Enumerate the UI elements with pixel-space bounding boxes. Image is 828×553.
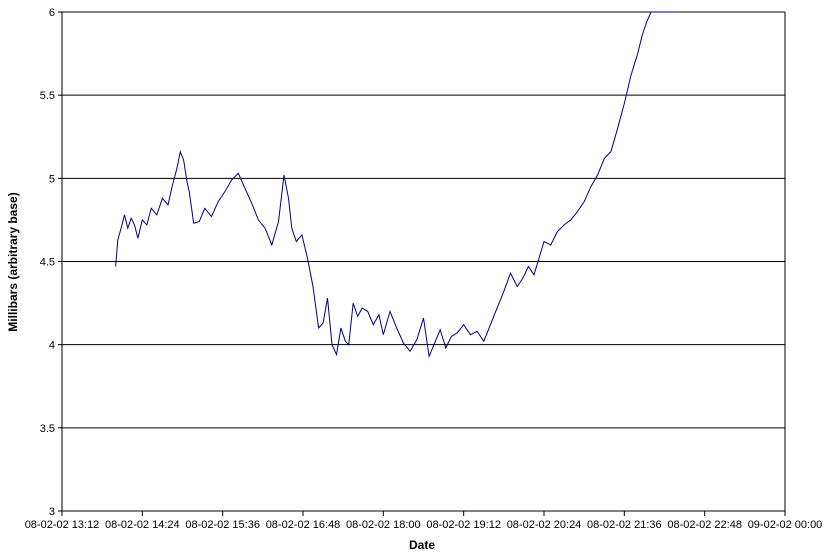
y-axis: 3 3.5 4 4.5 5 5.5 6 xyxy=(40,7,63,518)
x-tick-label: 08-02-02 16:48 xyxy=(266,519,341,531)
x-tick-label: 08-02-02 14:24 xyxy=(105,519,180,531)
y-tick-label: 3.5 xyxy=(40,423,55,435)
x-axis: 08-02-02 13:12 08-02-02 14:24 08-02-02 15:… xyxy=(25,510,823,531)
x-axis-title: Date xyxy=(409,538,435,552)
x-tick-label: 08-02-02 19:12 xyxy=(426,519,501,531)
x-tick-label: 08-02-02 18:00 xyxy=(346,519,421,531)
x-tick-label: 08-02-02 22:48 xyxy=(667,519,742,531)
x-tick-label: 08-02-02 15:36 xyxy=(185,519,260,531)
y-tick-label: 4 xyxy=(49,340,55,352)
x-tick-label: 08-02-02 13:12 xyxy=(25,519,100,531)
x-tick-label: 09-02-02 00:00 xyxy=(748,519,823,531)
y-tick-label: 5.5 xyxy=(40,90,55,102)
pressure-series-line xyxy=(115,11,678,359)
x-tick-label: 08-02-02 20:24 xyxy=(507,519,582,531)
y-tick-label: 6 xyxy=(49,7,55,19)
y-tick-label: 3 xyxy=(49,506,55,518)
y-tick-label: 4.5 xyxy=(40,257,55,269)
x-tick-label: 08-02-02 21:36 xyxy=(587,519,662,531)
y-tick-label: 5 xyxy=(49,173,55,185)
y-axis-title: Millibars (arbitrary base) xyxy=(6,192,20,331)
